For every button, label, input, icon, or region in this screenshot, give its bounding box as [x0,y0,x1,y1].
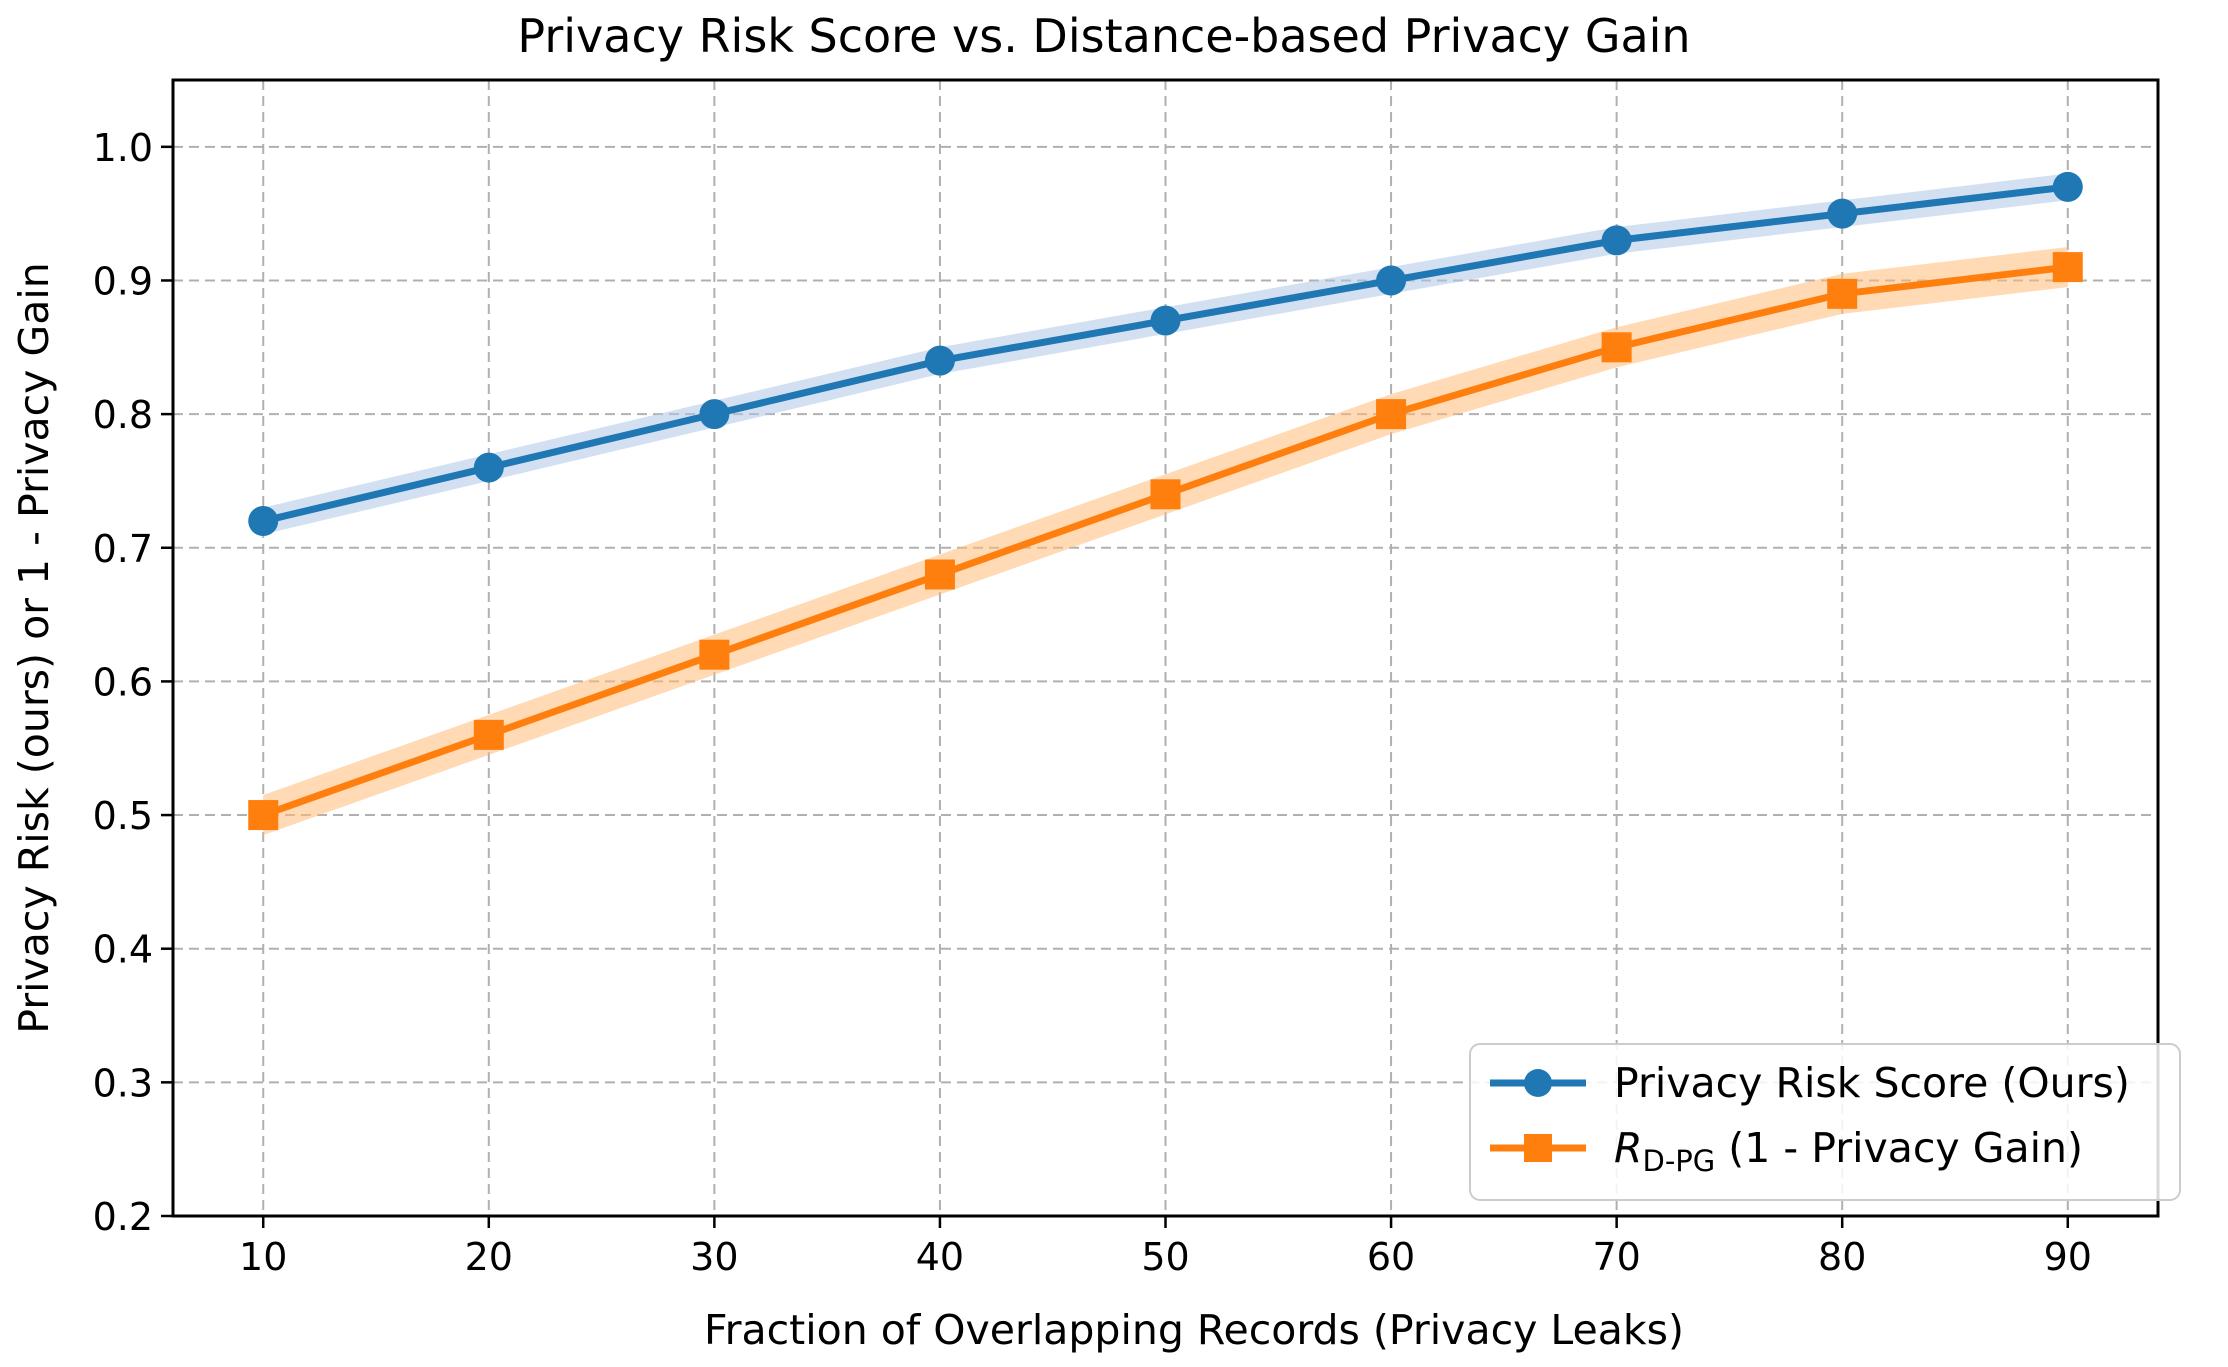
legend-label-series-2-subscript: D-PG [1643,1144,1716,1178]
y-tick-label: 0.3 [93,1061,153,1105]
x-tick-label: 70 [1592,1235,1640,1279]
x-tick-label: 10 [239,1235,287,1279]
y-tick-label: 0.2 [93,1195,153,1239]
x-tick-label: 20 [465,1235,513,1279]
x-tick-label: 50 [1141,1235,1189,1279]
legend-label-series-2-text: (1 - Privacy Gain) [1715,1124,2083,1172]
y-tick-label: 1.0 [93,126,153,170]
y-tick-label: 0.9 [93,259,153,303]
point-series-2 [2052,252,2083,283]
point-series-1 [2052,171,2083,202]
y-tick-label: 0.6 [93,660,153,704]
point-series-2 [248,800,279,831]
point-series-2 [1376,399,1407,430]
series-markers [248,171,2083,831]
grid [173,80,2158,1216]
legend-label-series-1: Privacy Risk Score (Ours) [1614,1059,2130,1107]
point-series-2 [699,639,730,670]
chart-title: Privacy Risk Score vs. Distance-based Pr… [517,9,1690,63]
point-series-1 [473,452,504,483]
y-axis-label: Privacy Risk (ours) or 1 - Privacy Gain [10,262,58,1033]
point-series-1 [1827,198,1858,229]
y-tick-label: 0.7 [93,527,153,571]
x-tick-label: 90 [2044,1235,2092,1279]
point-series-2 [1601,332,1632,363]
band-series-2 [263,247,2068,836]
legend: Privacy Risk Score (Ours) RD-PG (1 - Pri… [1469,1043,2181,1201]
x-tick-label: 30 [690,1235,738,1279]
point-series-1 [924,345,955,376]
legend-marker-series-2 [1524,1134,1552,1162]
y-axis-ticks: 0.2 0.3 0.4 0.5 0.6 0.7 0.8 0.9 1.0 [93,126,173,1239]
y-tick-label: 0.8 [93,393,153,437]
x-tick-label: 60 [1367,1235,1415,1279]
point-series-1 [1601,225,1632,256]
legend-marker-series-1 [1524,1069,1552,1097]
point-series-2 [473,719,504,750]
x-axis-ticks: 10 20 30 40 50 60 70 80 90 [239,1216,2092,1279]
legend-label-series-2: RD-PG (1 - Privacy Gain) [1614,1124,2083,1178]
point-series-1 [1376,265,1407,296]
legend-box [1469,1043,2181,1201]
point-series-1 [248,506,279,537]
x-axis-label: Fraction of Overlapping Records (Privacy… [704,1306,1684,1354]
point-series-1 [699,399,730,430]
point-series-2 [1827,278,1858,309]
y-tick-label: 0.4 [93,928,153,972]
x-tick-label: 80 [1818,1235,1866,1279]
y-tick-label: 0.5 [93,794,153,838]
point-series-2 [924,559,955,590]
legend-label-series-2-symbol: R [1614,1124,1643,1172]
point-series-1 [1150,305,1181,336]
x-tick-label: 40 [916,1235,964,1279]
point-series-2 [1150,479,1181,510]
